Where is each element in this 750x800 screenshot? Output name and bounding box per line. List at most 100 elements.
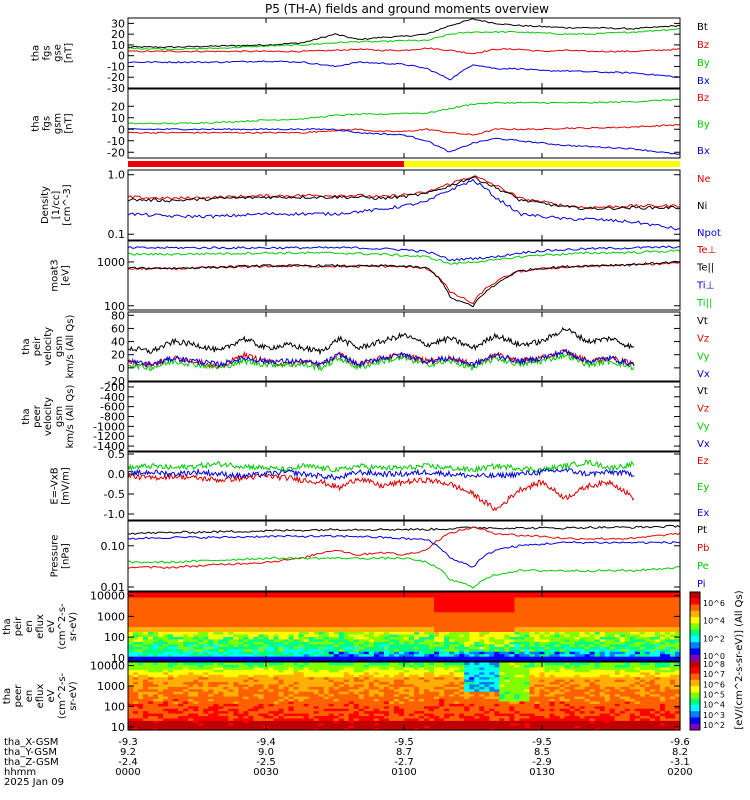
spectrogram-cell	[253, 653, 260, 657]
spectrogram-cell	[223, 604, 229, 608]
spectrogram-cell	[148, 604, 154, 608]
spectrogram-cell	[268, 624, 275, 628]
spectrogram-cell	[368, 609, 375, 613]
spectrogram-cell	[218, 653, 224, 657]
spectrogram-cell	[313, 725, 320, 729]
spectrogram-cell	[604, 609, 611, 613]
spectrogram-cell	[338, 636, 345, 640]
spectrogram-cell	[388, 646, 395, 650]
spectrogram-cell	[569, 656, 576, 660]
spectrogram-cell	[358, 626, 365, 630]
spectrogram-cell	[258, 722, 265, 726]
spectrogram-cell	[148, 596, 154, 600]
spectrogram-cell	[444, 594, 450, 598]
spectrogram-cell	[233, 696, 239, 700]
spectrogram-cell	[193, 679, 199, 683]
spectrogram-cell	[368, 666, 375, 670]
spectrogram-cell	[373, 648, 380, 652]
spectrogram-cell	[439, 621, 445, 625]
spectrogram-cell	[258, 708, 265, 712]
spectrogram-cell	[243, 722, 250, 726]
spectrogram-cell	[388, 686, 395, 690]
spectrogram-cell	[544, 626, 551, 630]
spectrogram-cell	[378, 693, 385, 697]
spectrogram-cell	[534, 599, 541, 603]
spectrogram-cell	[238, 592, 245, 596]
spectrogram-cell	[293, 710, 300, 714]
spectrogram-cell	[188, 606, 194, 610]
spectrogram-cell	[378, 631, 385, 635]
spectrogram-cell	[599, 599, 606, 603]
spectrogram-cell	[223, 688, 229, 692]
spectrogram-cell	[193, 638, 199, 642]
spectrogram-cell	[353, 601, 360, 605]
spectrogram-cell	[348, 596, 355, 600]
spectrogram-cell	[584, 599, 591, 603]
spectrogram-cell	[308, 662, 315, 666]
spectrogram-cell	[388, 636, 395, 640]
spectrogram-cell	[604, 638, 611, 642]
spectrogram-cell	[363, 693, 370, 697]
spectrogram-cell	[629, 592, 636, 596]
spectrogram-cell	[138, 624, 144, 628]
spectrogram-cell	[228, 628, 234, 633]
spectrogram-cell	[343, 664, 350, 668]
spectrogram-cell	[424, 619, 430, 623]
spectrogram-cell	[424, 646, 430, 650]
spectrogram-cell	[474, 646, 480, 650]
spectrogram-cell	[138, 658, 144, 662]
spectrogram-cell	[544, 631, 551, 635]
spectrogram-cell	[404, 671, 410, 675]
spectrogram-cell	[138, 601, 144, 605]
spectrogram-cell	[398, 686, 405, 690]
spectrogram-cell	[293, 646, 300, 650]
spectrogram-cell	[664, 626, 671, 630]
spectrogram-cell	[429, 656, 435, 660]
y-axis-label-line: [nT]	[64, 113, 75, 133]
spectrogram-cell	[143, 643, 149, 647]
spectrogram-cell	[644, 619, 651, 623]
spectrogram-cell	[614, 653, 621, 657]
spectrogram-cell	[649, 594, 656, 598]
spectrogram-cell	[544, 643, 551, 647]
spectrogram-cell	[158, 696, 164, 700]
spectrogram-cell	[444, 633, 450, 637]
spectrogram-cell	[148, 626, 154, 630]
spectrogram-cell	[143, 596, 149, 600]
spectrogram-cell	[128, 626, 134, 630]
spectrogram-cell	[283, 725, 290, 729]
spectrogram-cell	[584, 638, 591, 642]
spectrogram-cell	[599, 631, 606, 635]
spectrogram-cell	[228, 633, 234, 637]
spectrogram-cell	[263, 674, 270, 678]
spectrogram-cell	[464, 638, 470, 642]
spectrogram-cell	[143, 727, 149, 731]
spectrogram-cell	[328, 643, 335, 647]
spectrogram-cell	[569, 599, 576, 603]
spectrogram-cell	[609, 594, 616, 598]
spectrogram-cell	[173, 674, 179, 678]
spectrogram-cell	[439, 624, 445, 628]
spectrogram-cell	[148, 594, 154, 598]
spectrogram-cell	[634, 646, 641, 650]
spectrogram-cell	[494, 631, 500, 635]
spectrogram-cell	[504, 651, 510, 655]
spectrogram-cell	[353, 651, 360, 655]
spectrogram-cell	[148, 636, 154, 640]
spectrogram-cell	[243, 696, 250, 700]
spectrogram-cell	[193, 606, 199, 610]
spectrogram-cell	[188, 626, 194, 630]
spectrogram-cell	[388, 631, 395, 635]
spectrogram-cell	[599, 636, 606, 640]
spectrogram-cell	[313, 674, 320, 678]
spectrogram-cell	[338, 606, 345, 610]
spectrogram-cell	[594, 606, 601, 610]
spectrogram-cell	[489, 594, 495, 598]
spectrogram-cell	[519, 594, 526, 598]
spectrogram-cell	[293, 671, 300, 675]
spectrogram-cell	[419, 641, 425, 645]
spectrogram-cell	[383, 658, 390, 662]
spectrogram-cell	[228, 596, 234, 600]
spectrogram-cell	[348, 638, 355, 642]
spectrogram-cell	[223, 691, 229, 695]
